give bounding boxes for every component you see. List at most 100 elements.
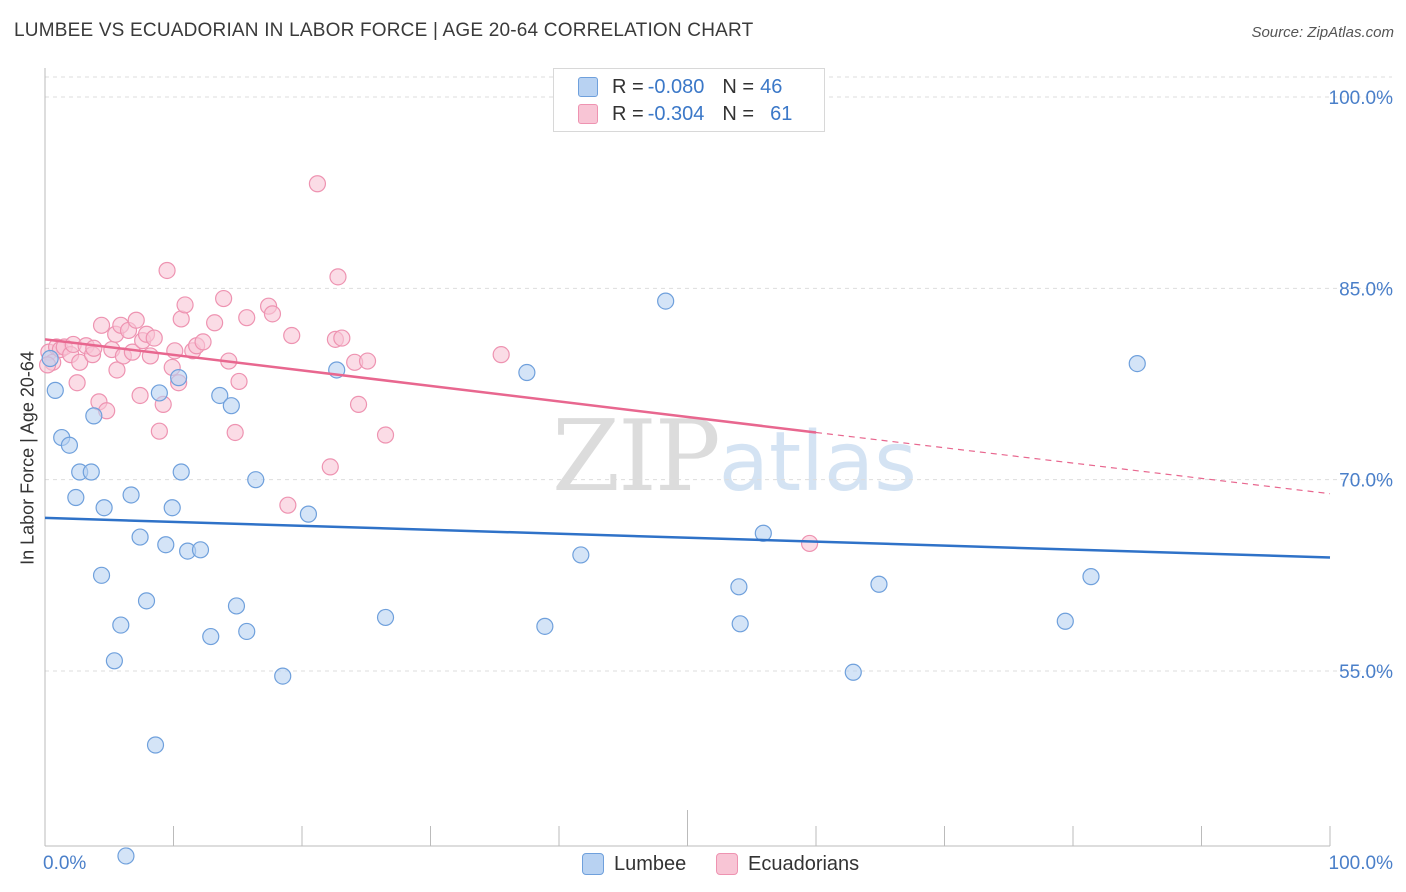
ecuadorians-point — [358, 352, 377, 370]
ecuadorians-point — [131, 386, 149, 405]
legend-row-lumbee: R = -0.080 N = 46 — [578, 74, 782, 100]
lumbee-point — [67, 488, 85, 507]
lumbee-point — [1082, 568, 1100, 586]
chart-title: LUMBEE VS ECUADORIAN IN LABOR FORCE | AG… — [14, 20, 754, 41]
ecuadorians-point — [172, 310, 190, 328]
ecuadorians-point — [321, 458, 339, 476]
lumbee-point — [657, 292, 675, 310]
lumbee-point — [222, 397, 240, 415]
ecuadorians-points — [38, 175, 819, 553]
ecuadorians-point — [376, 426, 395, 444]
lumbee-legend-swatch — [582, 853, 604, 875]
ecuadorians-point — [226, 423, 244, 442]
ecuadorians-point — [194, 333, 212, 351]
lumbee-point — [46, 381, 64, 399]
lumbee-point — [211, 386, 229, 405]
ecuadorians-point — [238, 309, 256, 327]
ecuadorians-point — [206, 314, 224, 332]
legend-r-value: -0.304 — [647, 102, 705, 125]
lumbee-swatch — [578, 77, 598, 97]
lumbee-point — [105, 652, 123, 670]
lumbee-point — [146, 736, 165, 754]
lumbee-point — [137, 592, 156, 610]
lumbee-legend-label: Lumbee — [614, 852, 687, 875]
lumbee-point — [1128, 354, 1146, 373]
stats-legend: R = -0.080 N = 46 R = -0.304 N = 61 — [553, 68, 825, 132]
x-tick-label-max: 100.0% — [1329, 853, 1394, 874]
lumbee-point — [191, 541, 210, 559]
lumbee-point — [82, 463, 100, 481]
ecuadorians-trend-extension — [815, 431, 1331, 495]
lumbee-point — [730, 578, 748, 596]
lumbee-point — [238, 622, 256, 641]
ecuadorians-point — [349, 395, 368, 414]
ecuadorians-point — [308, 175, 327, 193]
lumbee-point — [157, 536, 175, 554]
ecuadorians-point — [158, 261, 176, 280]
y-tick-label: 85.0% — [1339, 279, 1393, 300]
ecuadorians-point — [800, 534, 819, 553]
lumbee-point — [150, 384, 168, 402]
lumbee-point — [95, 499, 113, 517]
lumbee-point — [92, 566, 111, 584]
y-tick-label: 100.0% — [1329, 88, 1394, 109]
watermark-atlas: atlas — [718, 415, 917, 510]
watermark-zip: ZIP — [552, 400, 721, 514]
lumbee-point — [41, 349, 59, 368]
lumbee-points — [41, 292, 1146, 865]
lumbee-point — [112, 616, 130, 634]
lumbee-point — [247, 471, 265, 489]
ecuadorians-point — [283, 326, 301, 345]
ecuadorians-point — [333, 329, 351, 347]
bottom-legend-ecuadorians: Ecuadorians — [716, 851, 859, 877]
lumbee-point — [163, 499, 181, 517]
legend-n-value: 46 — [760, 75, 783, 98]
ecuadorians-point — [145, 329, 163, 347]
lumbee-point — [536, 617, 554, 635]
lumbee-point — [1056, 612, 1074, 630]
ecuadorians-point — [68, 374, 86, 392]
lumbee-point — [844, 663, 862, 681]
y-axis-label: In Labor Force | Age 20-64 — [17, 351, 38, 565]
legend-r-label: R = — [612, 75, 644, 98]
legend-r-label: R = — [612, 102, 644, 125]
y-tick-label: 70.0% — [1339, 471, 1393, 492]
ecuadorians-point — [230, 372, 248, 391]
ecuadorians-point — [150, 422, 168, 440]
lumbee-point — [131, 528, 149, 546]
lumbee-point — [202, 627, 220, 646]
watermark: ZIPatlas — [552, 400, 917, 514]
source-label: Source: ZipAtlas.com — [1251, 24, 1394, 41]
ecuadorians-trend-line — [44, 338, 817, 434]
ecuadorians-point — [215, 289, 233, 308]
legend-r-value: -0.080 — [647, 75, 705, 98]
lumbee-point — [60, 436, 79, 454]
ecuadorians-point — [329, 268, 347, 286]
lumbee-point — [572, 546, 590, 564]
lumbee-point — [731, 615, 749, 633]
legend-n-value: 61 — [770, 102, 793, 125]
ecuadorians-point — [176, 296, 194, 314]
ecuadorians-point — [108, 361, 126, 379]
x-tick-label-min: 0.0% — [43, 853, 86, 874]
lumbee-point — [227, 597, 246, 615]
ecuadorians-point — [492, 346, 510, 364]
legend-row-ecuadorians: R = -0.304 N = 61 — [578, 101, 792, 127]
ecuadorians-legend-swatch — [716, 853, 738, 875]
lumbee-point — [122, 486, 140, 504]
lumbee-trend-line — [44, 516, 1331, 559]
axis-layer — [44, 68, 1331, 847]
lumbee-point — [870, 575, 888, 593]
lumbee-point — [299, 505, 318, 523]
ecuadorians-point — [127, 311, 145, 329]
ecuadorians-point — [71, 353, 89, 371]
trend-layer — [44, 338, 1331, 559]
ecuadorians-swatch — [578, 104, 598, 124]
bottom-legend-lumbee: Lumbee — [582, 851, 686, 877]
lumbee-point — [274, 667, 292, 685]
legend-n-label: N = — [722, 102, 755, 125]
lumbee-point — [85, 407, 103, 425]
ecuadorians-point — [263, 305, 282, 323]
lumbee-point — [117, 847, 135, 865]
